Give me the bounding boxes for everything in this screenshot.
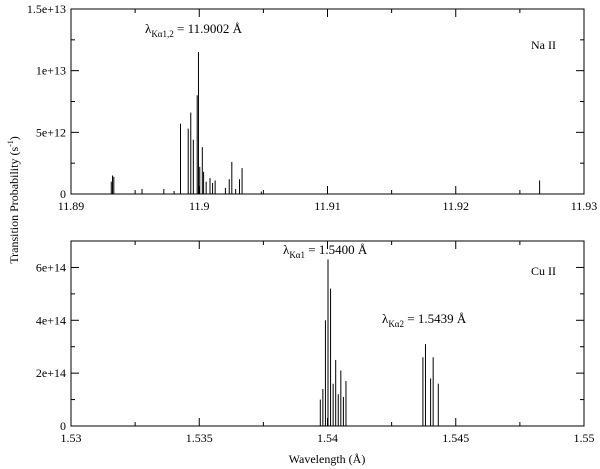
na-ii-y-tick-label: 5e+12 bbox=[36, 125, 66, 139]
y-axis-title-end: ) bbox=[7, 136, 21, 140]
y-axis-title-main: Transition Probability (s bbox=[7, 147, 21, 264]
na-ii-ticks: 11.89 11.9 11.91 11.92 11.93 0 5e+12 1e+13 1.5e+… bbox=[27, 2, 597, 213]
cu-ii-x-tick-label: 1.55 bbox=[574, 431, 595, 445]
na-ii-y-tick-label: 0 bbox=[60, 187, 66, 201]
cu-ii-ticks: 1.53 1.535 1.54 1.545 1.55 0 2e+14 4e+14 6e+14 bbox=[36, 240, 595, 445]
cu-ii-x-tick-label: 1.53 bbox=[61, 431, 82, 445]
y-axis-title: Transition Probability (s-1) bbox=[6, 136, 21, 264]
cu-ii-spectral-lines bbox=[71, 259, 584, 427]
na-ii-plot-frame bbox=[70, 8, 585, 195]
cu-ii-plot-frame bbox=[70, 240, 585, 427]
na-ii-annotation-lambda: λ bbox=[145, 21, 152, 36]
cu-ii-kalpha2-subscript: Kα2 bbox=[388, 319, 404, 329]
na-ii-annotation-value: = 11.9002 Å bbox=[174, 21, 243, 36]
na-ii-y-tick-label: 1.5e+13 bbox=[27, 2, 66, 16]
cu-ii-kalpha2-annotation: λKα2 = 1.5439 Å bbox=[382, 311, 467, 329]
cu-ii-y-tick-label: 2e+14 bbox=[36, 366, 66, 380]
na-ii-x-tick-label: 11.92 bbox=[442, 199, 469, 213]
panel-cu-ii: 1.53 1.535 1.54 1.545 1.55 0 2e+14 4e+14 6e+14 C… bbox=[36, 240, 595, 466]
na-ii-wavelength-annotation: λKα1,2 = 11.9002 Å bbox=[145, 21, 243, 39]
cu-ii-kalpha1-annotation: λKα1 = 1.5400 Å bbox=[283, 242, 368, 260]
cu-ii-x-tick-label: 1.54 bbox=[317, 431, 338, 445]
na-ii-y-tick-label: 1e+13 bbox=[36, 64, 66, 78]
cu-ii-kalpha2-lambda: λ bbox=[382, 311, 389, 326]
y-axis-title-sup: -1 bbox=[6, 140, 15, 147]
cu-ii-x-tick-label: 1.545 bbox=[442, 431, 469, 445]
na-ii-x-tick-label: 11.91 bbox=[314, 199, 341, 213]
cu-ii-panel-label: Cu II bbox=[531, 264, 556, 278]
na-ii-annotation-subscript: Kα1,2 bbox=[151, 29, 173, 39]
x-axis-title: Wavelength (Å) bbox=[289, 452, 366, 466]
na-ii-x-tick-label: 11.9 bbox=[189, 199, 210, 213]
cu-ii-y-tick-label: 0 bbox=[60, 419, 66, 433]
cu-ii-kalpha1-subscript: Kα1 bbox=[289, 250, 305, 260]
na-ii-panel-label: Na II bbox=[531, 38, 556, 52]
cu-ii-x-tick-label: 1.535 bbox=[186, 431, 213, 445]
na-ii-x-tick-label: 11.93 bbox=[571, 199, 598, 213]
cu-ii-kalpha2-value: = 1.5439 Å bbox=[404, 311, 467, 326]
cu-ii-y-tick-label: 6e+14 bbox=[36, 260, 66, 274]
na-ii-spectral-lines bbox=[71, 52, 584, 195]
cu-ii-kalpha1-value: = 1.5400 Å bbox=[305, 242, 368, 257]
na-ii-x-tick-label: 11.89 bbox=[58, 199, 85, 213]
panel-na-ii: 11.89 11.9 11.91 11.92 11.93 0 5e+12 1e+13 1.5e+… bbox=[27, 2, 597, 213]
cu-ii-y-tick-label: 4e+14 bbox=[36, 313, 66, 327]
cu-ii-kalpha1-lambda: λ bbox=[283, 242, 290, 257]
